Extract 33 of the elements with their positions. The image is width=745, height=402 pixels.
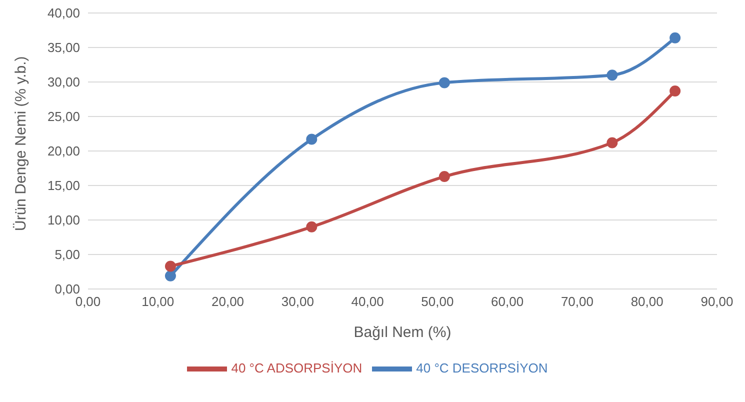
- legend-label: 40 °C ADSORPSİYON: [231, 360, 362, 376]
- point: [438, 171, 450, 182]
- y-tick-label: 35,00: [47, 40, 80, 56]
- y-tick-label: 5,00: [54, 247, 80, 262]
- y-tick-label: 20,00: [47, 144, 80, 159]
- x-tick-label: 30,00: [281, 294, 314, 310]
- x-tick-label: 90,00: [700, 294, 734, 310]
- x-axis-title: Bağıl Nem (%): [354, 324, 452, 341]
- x-tick-label: 80,00: [630, 294, 664, 310]
- point: [606, 70, 618, 81]
- point: [438, 77, 450, 88]
- point: [164, 260, 176, 272]
- y-tick-label: 30,00: [47, 74, 80, 90]
- y-axis-title: Ürün Denge Nemi (% y.b.): [12, 56, 30, 231]
- x-tick-label: 0,00: [75, 294, 101, 310]
- point: [606, 137, 618, 148]
- point: [670, 85, 681, 96]
- x-tick-label: 50,00: [421, 294, 454, 310]
- y-tick-label: 0,00: [54, 282, 80, 297]
- x-tick-label: 10,00: [142, 294, 174, 310]
- x-tick-label: 70,00: [560, 294, 594, 310]
- point: [306, 221, 318, 232]
- x-tick-label: 40,00: [351, 294, 384, 310]
- y-tick-label: 40,00: [47, 6, 80, 21]
- point: [306, 134, 318, 145]
- x-tick-label: 60,00: [491, 294, 524, 310]
- x-tick-label: 20,00: [212, 294, 244, 310]
- point: [164, 270, 176, 282]
- y-tick-label: 10,00: [47, 212, 80, 228]
- legend-label: 40 °C DESORPSİYON: [416, 360, 548, 376]
- y-tick-label: 15,00: [47, 178, 80, 194]
- y-tick-label: 25,00: [47, 109, 80, 124]
- point: [670, 32, 681, 44]
